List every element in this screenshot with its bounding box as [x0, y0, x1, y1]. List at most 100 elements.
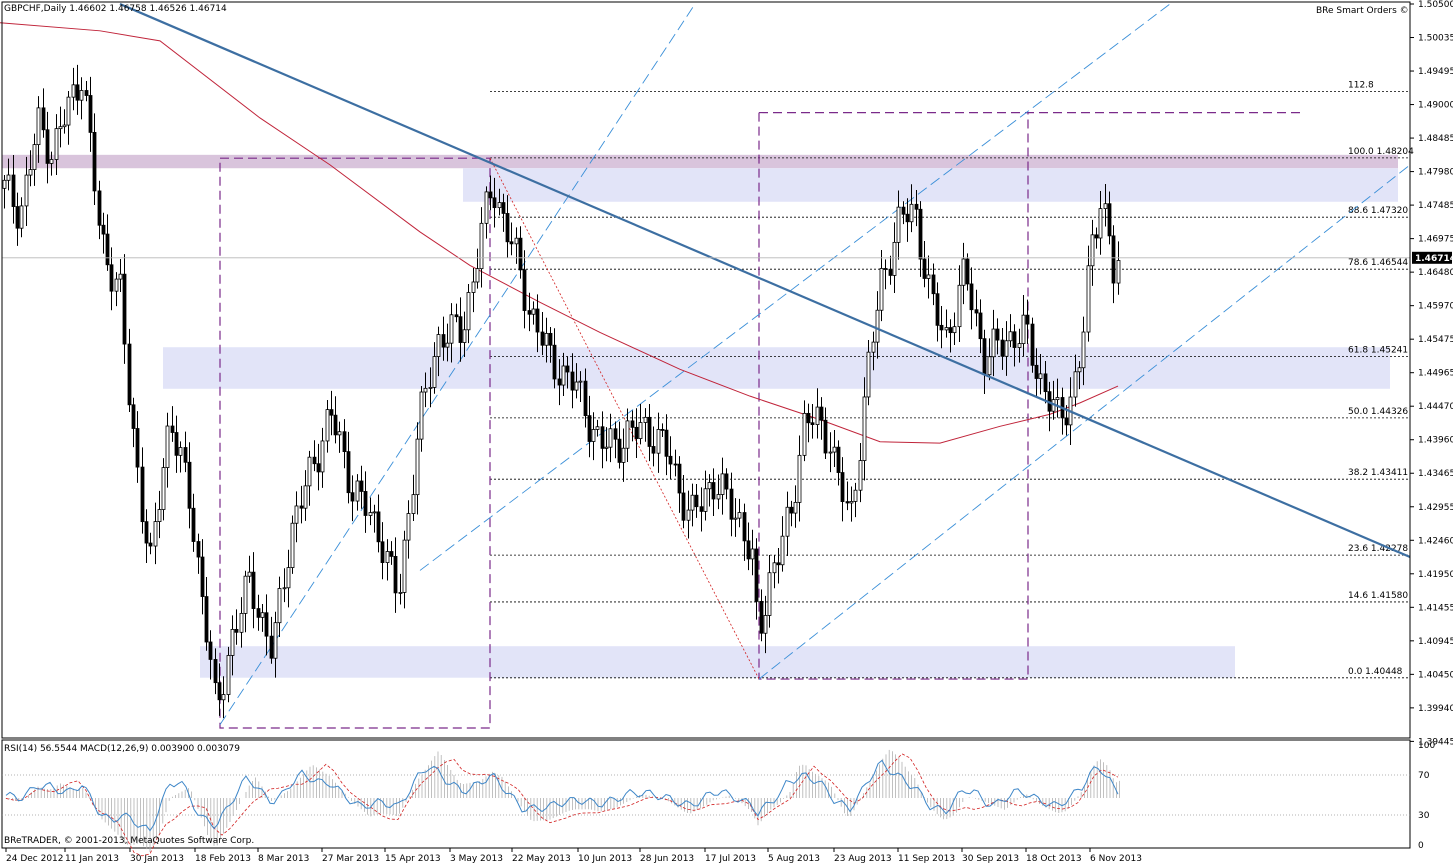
- fib-label-1: 112.8: [1348, 80, 1374, 90]
- candle-body: [836, 446, 841, 473]
- candle-body: [6, 174, 11, 181]
- candle-body: [157, 509, 162, 522]
- candle-body: [750, 548, 755, 560]
- candle-body: [793, 501, 798, 514]
- x-label-2: 30 Jan 2013: [130, 854, 184, 864]
- x-label-13: 23 Aug 2013: [834, 854, 892, 864]
- candle-body: [518, 237, 523, 271]
- candle-body: [355, 480, 360, 502]
- x-label-14: 11 Sep 2013: [898, 854, 955, 864]
- candle-body: [978, 312, 983, 340]
- candle-body: [926, 274, 931, 279]
- candle-body: [71, 84, 76, 98]
- channel-line-2: [419, 3, 1171, 571]
- candle-body: [368, 512, 373, 516]
- candle-body: [2, 179, 7, 189]
- candle-body: [183, 447, 188, 463]
- candle-body: [337, 431, 342, 436]
- candle-body: [660, 429, 665, 431]
- candle-body: [165, 425, 170, 468]
- candle-body: [109, 264, 114, 292]
- x-label-12: 5 Aug 2013: [768, 854, 820, 864]
- candle-body: [630, 420, 635, 428]
- x-label-10: 28 Jun 2013: [640, 854, 694, 864]
- candle-body: [256, 608, 261, 618]
- y-tick-label-10: 1.45475: [1418, 335, 1453, 345]
- candle-body: [883, 268, 888, 270]
- candle-body: [1025, 314, 1030, 325]
- zone-top: [2, 154, 1398, 169]
- candle-body: [462, 329, 467, 343]
- y-tick-label-18: 1.41455: [1418, 603, 1453, 613]
- candle-body: [604, 446, 609, 449]
- y-tick-label-13: 1.43960: [1418, 436, 1453, 446]
- candle-body: [969, 283, 974, 311]
- y-tick-label-11: 1.44965: [1418, 369, 1453, 379]
- candle-body: [411, 494, 416, 514]
- candle-body: [54, 128, 59, 160]
- candle-body: [1111, 235, 1116, 284]
- candle-body: [1098, 208, 1103, 239]
- candle-body: [866, 351, 871, 398]
- candle-body: [286, 567, 291, 589]
- candle-body: [402, 539, 407, 593]
- candle-body: [982, 338, 987, 376]
- candle-body: [733, 517, 738, 520]
- y-tick-label-4: 1.48485: [1418, 134, 1453, 144]
- candle-body: [909, 203, 914, 223]
- sub-frame: [1, 739, 1411, 849]
- candle-body: [561, 365, 566, 386]
- y-tick-label-0: 1.50500: [1418, 0, 1453, 10]
- candle-body: [901, 206, 906, 215]
- fib-label-4: 78.6 1.46544: [1348, 258, 1408, 268]
- candle-body: [15, 206, 20, 229]
- candle-body: [724, 473, 729, 490]
- y-tick-label-15: 1.42955: [1418, 503, 1453, 513]
- rsi-line: [5, 759, 1119, 832]
- candle-body: [656, 429, 661, 454]
- candle-body: [965, 258, 970, 285]
- candle-body: [711, 482, 716, 500]
- candle-body: [785, 506, 790, 537]
- candle-body: [131, 404, 136, 429]
- candle-body: [436, 334, 441, 357]
- candle-body: [247, 571, 252, 577]
- candle-body: [1086, 265, 1091, 333]
- candle-body: [239, 612, 244, 633]
- candle-body: [217, 682, 222, 701]
- candle-body: [914, 203, 919, 210]
- candle-body: [316, 463, 321, 473]
- candle-body: [1107, 203, 1112, 237]
- moving-average: [0, 22, 1119, 444]
- x-label-0: 24 Dec 2012: [6, 854, 64, 864]
- candle-body: [170, 425, 175, 433]
- candle-body: [200, 556, 205, 597]
- candle-body: [346, 451, 351, 494]
- subpanel-info: RSI(14) 56.5544 MACD(12,26,9) 0.003900 0…: [4, 744, 240, 754]
- candle-body: [415, 438, 420, 496]
- candle-body: [449, 314, 454, 344]
- candle-body: [484, 191, 489, 224]
- candle-body: [557, 378, 562, 386]
- candle-body: [935, 293, 940, 326]
- fib-label-2: 100.0 1.48204: [1348, 147, 1414, 157]
- candle-body: [58, 126, 63, 130]
- rsi-macd-panel: 100 70 30 0: [2, 741, 1435, 857]
- candle-body: [1090, 234, 1095, 267]
- candle-body: [974, 309, 979, 314]
- candle-body: [501, 202, 506, 214]
- candle-body: [294, 505, 299, 524]
- candle-body: [445, 342, 450, 348]
- candle-body: [41, 107, 46, 131]
- candle-body: [875, 309, 880, 343]
- fib-label-8: 23.6 1.42278: [1348, 544, 1408, 554]
- candle-body: [196, 541, 201, 558]
- candle-body: [600, 426, 605, 449]
- candle-body: [853, 489, 858, 502]
- supply-demand-zones: [2, 154, 1398, 678]
- candle-body: [251, 571, 256, 609]
- candle-body: [105, 233, 110, 266]
- candle-body: [1038, 373, 1043, 379]
- candle-body: [828, 451, 833, 454]
